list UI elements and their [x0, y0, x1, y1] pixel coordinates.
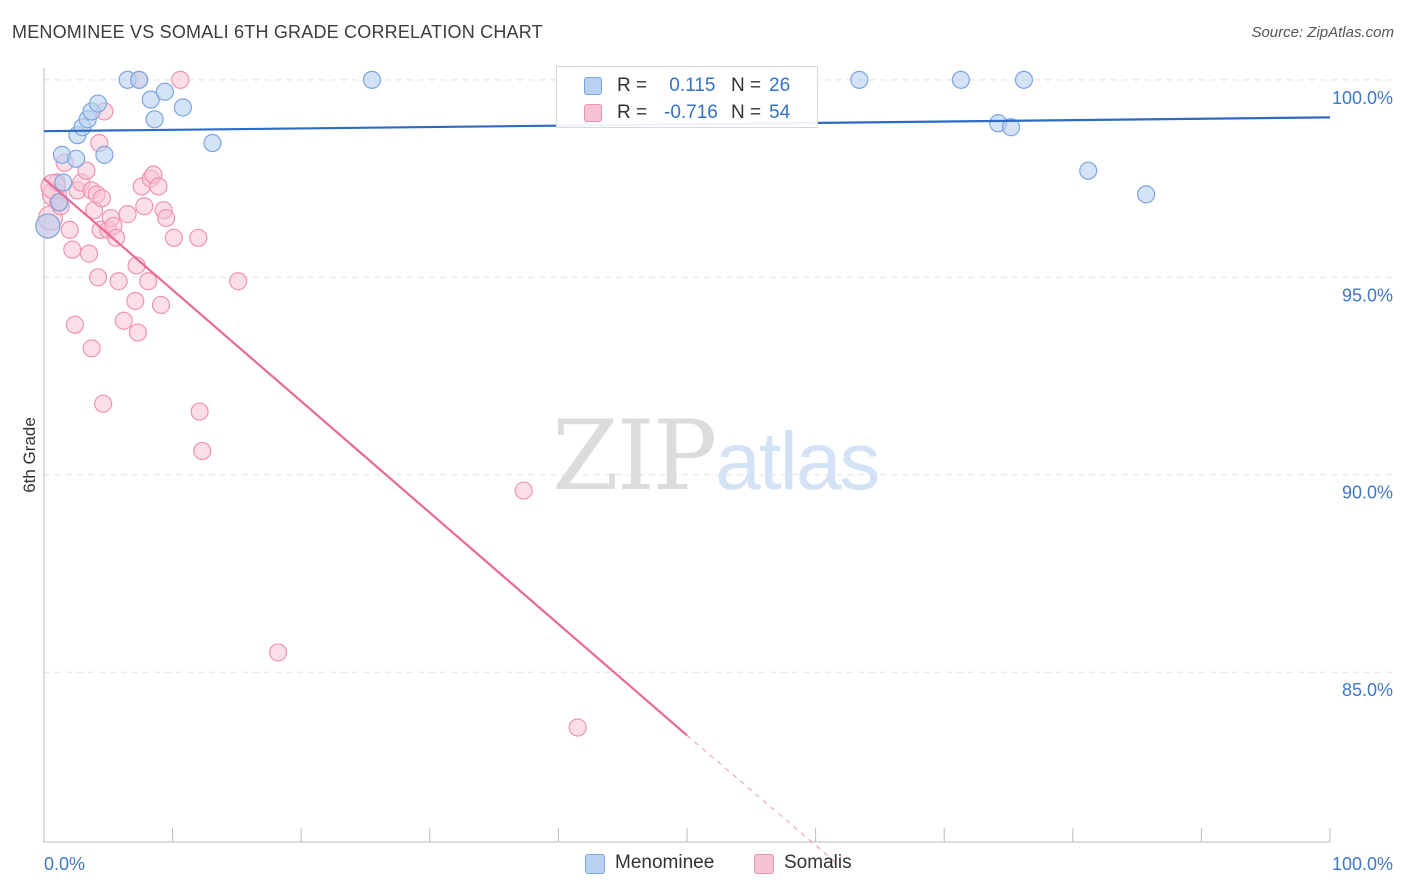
somalis-point — [88, 268, 108, 287]
somalis-legend-label: Somalis — [784, 852, 852, 873]
somalis-point — [189, 228, 208, 247]
y-tick-label: 100.0% — [1332, 88, 1393, 108]
somalis-point — [65, 315, 84, 334]
somalis-points — [35, 70, 587, 737]
somalis-point — [77, 161, 96, 180]
menominee-point — [1079, 161, 1098, 180]
somalis-point — [63, 240, 82, 259]
chart-title: MENOMINEE VS SOMALI 6TH GRADE CORRELATIO… — [12, 22, 543, 42]
menominee-point — [95, 145, 114, 164]
menominee-point — [173, 98, 192, 117]
menominee-point — [145, 110, 164, 129]
x-tick-label: 0.0% — [44, 854, 85, 874]
menominee-point — [850, 70, 869, 89]
trend-lines — [43, 116, 1331, 863]
menominee-point — [54, 173, 73, 192]
y-tick-label: 85.0% — [1342, 680, 1393, 700]
x-tick-label: 100.0% — [1332, 854, 1393, 874]
somalis-point — [60, 220, 79, 240]
stats-row-somalis: R = -0.716 N = 54 — [584, 102, 790, 126]
r-value: 0.115 — [664, 75, 716, 96]
r-label: R = — [617, 102, 648, 123]
n-value: 54 — [769, 102, 791, 123]
somalis-point — [135, 197, 154, 216]
menominee-point — [951, 70, 971, 89]
somalis-point — [109, 272, 128, 291]
somalis-point — [190, 402, 209, 421]
somalis-point — [126, 291, 145, 311]
stats-row-menominee: R = 0.115 N = 26 — [584, 75, 790, 99]
somalis-point — [164, 228, 183, 247]
menominee-legend-label: Menominee — [615, 852, 715, 873]
axis-labels: 100.0% 95.0% 90.0% 85.0% 0.0% 100.0% 6th Grade — [20, 88, 1393, 874]
somalis-trend-extension — [686, 734, 836, 863]
menominee-point — [88, 94, 108, 113]
somalis-point — [268, 643, 288, 662]
series-legend: Menominee Somalis — [0, 852, 1406, 876]
menominee-point — [362, 70, 382, 89]
menominee-point — [141, 90, 160, 109]
menominee-point — [155, 82, 174, 101]
menominee-point — [1001, 118, 1021, 137]
n-value: 26 — [769, 75, 791, 96]
somalis-point — [568, 718, 587, 737]
menominee-points — [35, 70, 1156, 239]
y-tick-label: 90.0% — [1342, 483, 1393, 503]
menominee-point — [1137, 185, 1156, 204]
somalis-point — [82, 339, 101, 358]
somalis-point — [79, 244, 99, 263]
somalis-point — [149, 177, 168, 196]
somalis-point — [171, 70, 190, 89]
r-label: R = — [617, 75, 648, 96]
menominee-point — [203, 133, 222, 153]
somalis-point — [229, 272, 248, 291]
somalis-point — [118, 205, 137, 224]
menominee-point — [130, 70, 149, 89]
gridlines — [44, 79, 1392, 673]
menominee-point — [35, 213, 61, 239]
menominee-point — [1014, 70, 1034, 89]
somalis-trend-line — [43, 177, 688, 737]
somalis-point — [128, 323, 147, 342]
menominee-point — [67, 149, 86, 168]
r-value: -0.716 — [664, 102, 718, 123]
somalis-point — [157, 208, 176, 228]
somalis-legend-swatch — [754, 854, 774, 874]
y-axis-title: 6th Grade — [20, 417, 39, 493]
axes — [43, 68, 1331, 843]
stats-legend: R = 0.115 N = 26 R = -0.716 N = 54 — [556, 66, 818, 128]
menominee-legend-swatch — [585, 854, 605, 874]
somalis-swatch — [584, 104, 602, 122]
somalis-point — [514, 481, 533, 500]
menominee-swatch — [584, 77, 602, 95]
somalis-point — [139, 272, 158, 291]
somalis-point — [114, 311, 133, 330]
menominee-point — [50, 193, 69, 212]
somalis-point — [151, 295, 171, 315]
somalis-point — [193, 441, 212, 461]
n-label: N = — [731, 102, 762, 123]
source-credit: Source: ZipAtlas.com — [1251, 24, 1394, 41]
somalis-point — [106, 228, 126, 247]
y-tick-label: 95.0% — [1342, 285, 1393, 305]
somalis-point — [92, 189, 111, 208]
somalis-point — [94, 394, 113, 413]
n-label: N = — [731, 75, 762, 96]
